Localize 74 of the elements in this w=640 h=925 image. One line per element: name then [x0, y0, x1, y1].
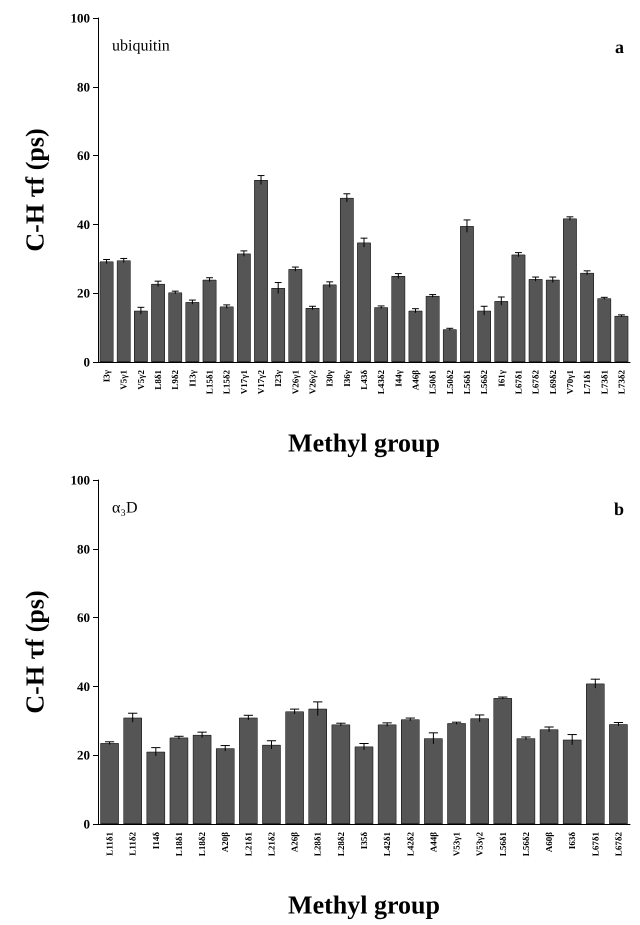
x-tick-label: L56δ1: [498, 832, 508, 856]
x-tick-label: V5γ2: [136, 370, 146, 390]
x-tick-label: V53γ2: [474, 832, 485, 856]
x-tick-label: I35δ: [359, 832, 369, 850]
x-tick-label: A46β: [410, 370, 420, 390]
x-axis-title: Methyl group: [288, 428, 440, 458]
x-tick-label: L56δ1: [462, 370, 472, 394]
x-tick-label: L73δ2: [616, 370, 626, 394]
x-tick-label: L71δ1: [582, 370, 592, 394]
annotation: α₃D: [112, 500, 138, 516]
y-tick-label: 20: [77, 748, 90, 763]
annotation: a: [615, 37, 624, 57]
x-tick-label: L15δ2: [222, 370, 232, 394]
x-tick-label: V5γ1: [118, 370, 129, 390]
x-tick-label: I44γ: [393, 369, 404, 387]
x-tick-label: L11δ1: [104, 832, 115, 856]
annotation: ubiquitin: [112, 38, 170, 54]
annotation: b: [614, 499, 624, 519]
y-tick-label: 100: [70, 472, 90, 488]
x-tick-label: L69δ2: [548, 370, 558, 394]
x-tick-label: L11δ2: [128, 832, 138, 856]
y-tick-label: 80: [77, 541, 90, 556]
x-tick-label: L21δ1: [243, 832, 254, 856]
x-tick-label: L43δ2: [376, 370, 386, 394]
y-tick-label: 40: [77, 216, 90, 232]
x-tick-label: I36γ: [342, 369, 352, 387]
x-tick-label: L73δ1: [599, 370, 610, 394]
y-tick-label: 80: [77, 79, 90, 94]
x-tick-label: I14δ: [150, 832, 161, 850]
y-tick-label: 0: [84, 816, 90, 832]
x-tick-label: A60β: [544, 832, 554, 852]
x-tick-label: V26γ2: [308, 370, 318, 394]
x-tick-label: I23γ: [273, 369, 284, 387]
x-tick-label: I30γ: [324, 369, 335, 387]
x-tick-label: L56δ2: [479, 370, 490, 394]
x-tick-label: V17γ1: [238, 370, 249, 394]
x-tick-label: L67δ1: [590, 832, 600, 856]
x-tick-label: L67δ1: [513, 370, 524, 394]
x-tick-label: V17γ2: [256, 370, 266, 394]
x-tick-label: L15δ1: [204, 370, 215, 394]
x-tick-label: L67δ2: [530, 370, 541, 394]
y-tick-label: 60: [77, 610, 90, 626]
x-tick-label: V53γ1: [452, 832, 462, 856]
x-tick-label: L9δ2: [170, 370, 180, 390]
x-tick-label: L50δ1: [428, 370, 438, 394]
x-tick-label: A20β: [220, 832, 230, 852]
x-tick-label: I3γ: [102, 369, 112, 382]
x-tick-label: L42δ2: [405, 832, 416, 856]
x-tick-label: A26β: [290, 832, 300, 852]
x-tick-label: L42δ1: [382, 832, 392, 856]
x-tick-label: L67δ2: [613, 832, 624, 856]
y-tick-label: 20: [77, 286, 90, 301]
x-tick-label: L28δ2: [336, 832, 346, 856]
x-tick-label: L56δ2: [520, 832, 531, 856]
y-tick-label: 0: [84, 354, 90, 370]
x-tick-label: L18δ2: [197, 832, 208, 856]
y-tick-label: 40: [77, 678, 90, 694]
x-tick-label: A44β: [428, 832, 438, 852]
x-tick-label: I63δ: [567, 832, 578, 850]
x-tick-label: I13γ: [187, 369, 198, 387]
x-tick-label: V26γ1: [290, 370, 300, 394]
y-axis-title: C-H τf (ps): [20, 128, 50, 252]
x-axis-title: Methyl group: [288, 890, 440, 920]
y-tick-label: 100: [70, 10, 90, 26]
x-tick-label: V70γ1: [564, 370, 575, 394]
y-tick-label: 60: [77, 148, 90, 164]
x-tick-label: L50δ2: [444, 370, 455, 394]
x-tick-label: L43δ: [359, 370, 369, 390]
x-tick-label: L18δ1: [174, 832, 184, 856]
y-axis-title: C-H τf (ps): [20, 590, 50, 714]
x-tick-label: L21δ2: [266, 832, 276, 856]
x-tick-label: I61γ: [496, 369, 506, 387]
x-tick-label: L8δ1: [153, 370, 164, 390]
x-tick-label: L28δ1: [312, 832, 323, 856]
